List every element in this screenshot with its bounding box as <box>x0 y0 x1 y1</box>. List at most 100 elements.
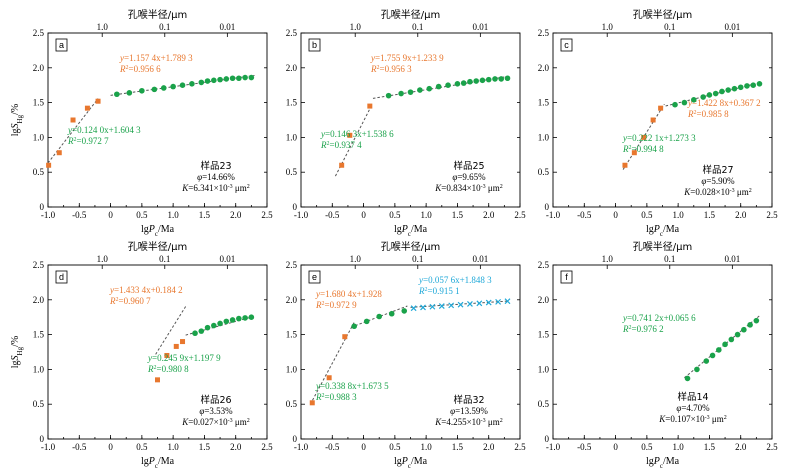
data-point <box>401 308 408 314</box>
x-tick-label: 1.5 <box>452 210 464 220</box>
data-point <box>407 89 414 95</box>
data-point <box>744 83 750 89</box>
panel-d: -1.0 -0.5 0 0.5 1.0 1.5 2.0 2.5 0 0.5 1.0 1.5 2.0 2.5… <box>10 240 273 470</box>
data-point <box>151 86 158 93</box>
y-tick-label: 0 <box>545 202 550 212</box>
fit-r2: R2=0.937 4 <box>320 140 362 150</box>
panel-letter-box <box>55 270 68 284</box>
fit-equation: y=0.124 0x+1.604 3 <box>67 125 141 135</box>
data-point <box>485 76 492 83</box>
data-point <box>728 336 735 343</box>
data-point <box>681 99 688 106</box>
data-point <box>454 81 461 87</box>
data-point <box>376 313 383 320</box>
data-point <box>173 343 179 349</box>
sample-porosity: φ=5.90% <box>701 176 735 186</box>
x-axis-title: lgPc/Ma <box>646 224 680 238</box>
x-axis-title: lgPc/Ma <box>141 456 175 470</box>
top-tick-label: 0.01 <box>472 22 488 32</box>
sample-name: 样品26 <box>200 394 231 406</box>
x-tick-label: -0.5 <box>72 442 87 452</box>
top-tick-label: 0.01 <box>219 254 235 264</box>
fit-equation: y=1.680 4x+1.928 <box>315 289 382 299</box>
y-tick-label: 0.5 <box>538 167 550 177</box>
plot-frame <box>552 32 773 208</box>
fit-line <box>334 106 372 177</box>
y-tick-label: 2.5 <box>33 28 45 38</box>
data-point <box>694 366 700 373</box>
x-tick-label: 1.0 <box>421 442 433 452</box>
top-tick-label: 0.1 <box>412 22 423 32</box>
y-tick-label: 0.5 <box>538 399 550 409</box>
fit-line <box>622 103 665 170</box>
x-tick-label: -1.0 <box>546 210 561 220</box>
data-point <box>641 134 647 140</box>
data-point <box>170 83 176 90</box>
x-tick-label: -0.5 <box>72 210 87 220</box>
data-point <box>725 87 731 93</box>
data-point <box>339 162 345 168</box>
x-tick-label: 2.5 <box>261 210 273 220</box>
data-point <box>114 91 120 98</box>
y-tick-label: 0 <box>40 434 45 444</box>
sample-permeability: K=0.834×10-3 μm2 <box>434 183 503 193</box>
fit-equation: y=1.433 4x+0.184 2 <box>109 285 183 295</box>
data-point <box>95 98 101 104</box>
data-point <box>722 341 728 348</box>
data-point <box>385 92 392 99</box>
data-point <box>498 76 505 82</box>
x-tick-label: -0.5 <box>325 442 340 452</box>
data-point <box>756 81 763 87</box>
data-point <box>46 162 52 168</box>
x-tick-label: 1.5 <box>199 442 211 452</box>
top-tick-label: 0.01 <box>472 254 488 264</box>
data-point <box>164 352 170 358</box>
y-tick-label: 1.0 <box>538 132 550 142</box>
data-point <box>467 301 473 307</box>
sample-permeability: K=0.107×10-3 μm2 <box>658 414 727 424</box>
panel-c: -1.0 -0.5 0 0.5 1.0 1.5 2.0 2.5 0 0.5 1.0 1.5 2.0 2.5… <box>538 8 778 238</box>
fit-r2: R2=0.956 6 <box>119 64 161 74</box>
sample-name: 样品14 <box>677 391 708 403</box>
sample-porosity: φ=4.70% <box>676 403 710 413</box>
data-point <box>737 84 744 91</box>
data-point <box>229 75 236 82</box>
data-point <box>716 347 722 353</box>
fit-line <box>350 305 408 328</box>
data-point <box>56 150 62 156</box>
data-point <box>398 90 404 97</box>
fit-equation: y=1.755 9x+1.233 9 <box>370 53 444 63</box>
panel-letter-box <box>308 38 321 52</box>
data-point <box>684 375 691 382</box>
fit-line <box>155 306 187 355</box>
data-point <box>426 85 433 92</box>
x-tick-label: -0.5 <box>325 210 340 220</box>
data-point <box>476 300 483 307</box>
data-point <box>126 90 133 96</box>
y-tick-label: 0 <box>293 434 298 444</box>
y-tick-label: 2.0 <box>33 295 45 305</box>
data-point <box>242 315 248 321</box>
data-point <box>495 298 502 305</box>
panel-b: -1.0 -0.5 0 0.5 1.0 1.5 2.0 2.5 0 0.5 1.0 1.5 2.0 2.5… <box>286 8 526 238</box>
data-point <box>179 82 186 88</box>
x-tick-label: -1.0 <box>41 442 56 452</box>
fit-r2: R2=0.972 7 <box>67 136 109 146</box>
data-point <box>223 318 230 325</box>
panel-f: -1.0 -0.5 0 0.5 1.0 1.5 2.0 2.5 0 0.5 1.0 1.5 2.0 2.5… <box>538 240 778 470</box>
data-point <box>753 317 760 324</box>
sample-permeability: K=4.255×10-3 μm2 <box>434 417 503 427</box>
x-tick-label: 0.5 <box>136 442 148 452</box>
panel-letter-box <box>560 38 573 52</box>
data-point <box>467 78 473 85</box>
x-tick-label: 0 <box>361 442 366 452</box>
y-tick-label: 0 <box>545 434 550 444</box>
y-tick-label: 0.5 <box>286 399 298 409</box>
y-tick-label: 1.0 <box>33 364 45 374</box>
data-point <box>445 82 451 88</box>
data-point <box>180 339 186 345</box>
fit-r2: R2=0.972 9 <box>315 300 357 310</box>
sample-porosity: φ=13.59% <box>450 406 488 416</box>
data-point <box>631 150 637 156</box>
y-tick-label: 1.5 <box>538 98 550 108</box>
